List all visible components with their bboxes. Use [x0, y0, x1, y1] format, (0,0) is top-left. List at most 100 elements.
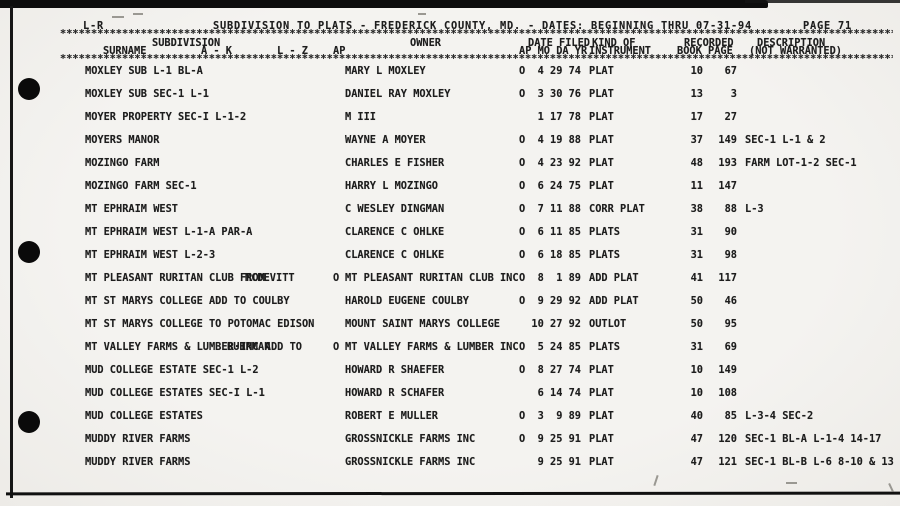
column-header-instrument: INSTRUMENT: [589, 45, 651, 57]
cell-date-filed: O 6 18 85: [519, 249, 581, 261]
cell-page: 98: [724, 249, 737, 261]
report-range-code: L-R: [83, 20, 104, 32]
cell-book: 10: [690, 65, 703, 77]
cell-date-filed: O 3 30 76: [519, 88, 581, 100]
cell-date-filed: 6 14 74: [519, 387, 581, 399]
cell-instrument: PLAT: [589, 134, 614, 146]
cell-book: 50: [690, 318, 703, 330]
cell-page: 117: [718, 272, 737, 284]
cell-page: 46: [724, 295, 737, 307]
cell-subdivision: MT PLEASANT RURITAN CLUB FROM: [85, 272, 265, 284]
scan-artifact: [112, 16, 124, 18]
cell-subdivision: MT VALLEY FARMS & LUMBER·INC ADD TO: [85, 341, 302, 353]
hole-punch: [18, 78, 40, 100]
column-header-owner: OWNER: [410, 37, 441, 49]
cell-instrument: OUTLOT: [589, 318, 627, 330]
cell-date-filed: O 6 11 85: [519, 226, 581, 238]
cell-date-filed: O 4 19 88: [519, 134, 581, 146]
cell-subdivision: MOZINGO FARM: [85, 157, 160, 169]
column-header-ap: AP: [333, 45, 346, 57]
cell-date-filed: 1 17 78: [519, 111, 581, 123]
table-row: MT EPHRAIM WEST L-2-3 CLARENCE C OHLKE O…: [0, 250, 900, 273]
cell-owner: HOWARD R SHAEFER: [345, 364, 445, 376]
cell-date-filed: O 8 27 74: [519, 364, 581, 376]
page-number-label: PAGE 71: [803, 20, 852, 32]
column-header-date-filed: DATE FILED: [528, 37, 590, 49]
cell-date-filed: O 4 23 92: [519, 157, 581, 169]
cell-subdivision: MT EPHRAIM WEST L-1-A PAR-A: [85, 226, 253, 238]
table-row: MOZINGO FARM CHARLES E FISHER O 4 23 92 …: [0, 158, 900, 181]
cell-book: 10: [690, 387, 703, 399]
cell-owner: GROSSNICKLE FARMS INC: [345, 433, 476, 445]
table-row: MT EPHRAIM WEST C WESLEY DINGMAN O 7 11 …: [0, 204, 900, 227]
cell-subdivision-continuation: MCDEVITT: [245, 272, 295, 284]
scan-top-bar: [0, 0, 768, 8]
cell-book: 50: [690, 295, 703, 307]
cell-instrument: PLATS: [589, 249, 620, 261]
cell-owner: DANIEL RAY MOXLEY: [345, 88, 451, 100]
cell-owner: CHARLES E FISHER: [345, 157, 445, 169]
cell-page: 108: [718, 387, 737, 399]
cell-subdivision: MT EPHRAIM WEST: [85, 203, 178, 215]
scan-artifact: [418, 13, 426, 15]
cell-subdivision: MOXLEY SUB L-1 BL-A: [85, 65, 203, 77]
table-row: MT ST MARYS COLLEGE ADD TO COULBY HAROLD…: [0, 296, 900, 319]
column-header-surname: SURNAME: [103, 45, 147, 57]
cell-date-filed: O 3 9 89: [519, 410, 581, 422]
cell-instrument: PLAT: [589, 180, 614, 192]
separator-line: ****************************************…: [60, 54, 893, 64]
cell-book: 41: [690, 272, 703, 284]
hole-punch: [18, 241, 40, 263]
cell-book: 47: [690, 456, 703, 468]
cell-subdivision: MUD COLLEGE ESTATES SEC-I L-1: [85, 387, 265, 399]
cell-owner: MT VALLEY FARMS & LUMBER INC: [345, 341, 519, 353]
cell-date-filed: 9 25 91: [519, 456, 581, 468]
cell-date-filed: O 6 24 75: [519, 180, 581, 192]
cell-subdivision-continuation: BUHRMAN: [227, 341, 271, 353]
cell-owner: ROBERT E MULLER: [345, 410, 438, 422]
cell-subdivision: MOYERS MANOR: [85, 134, 160, 146]
column-header-not-warranted: (NOT WARRANTED): [749, 45, 842, 57]
cell-owner: CLARENCE C OHLKE: [345, 226, 445, 238]
cell-book: 40: [690, 410, 703, 422]
cell-page: 149: [718, 364, 737, 376]
cell-date-filed: O 7 11 88: [519, 203, 581, 215]
cell-ap-flag: O: [333, 341, 340, 353]
cell-instrument: PLAT: [589, 433, 614, 445]
cell-page: 90: [724, 226, 737, 238]
cell-subdivision: MOXLEY SUB SEC-1 L-1: [85, 88, 209, 100]
cell-date-filed: O 4 29 74: [519, 65, 581, 77]
cell-description: L-3-4 SEC-2: [745, 410, 814, 422]
cell-book: 13: [690, 88, 703, 100]
cell-owner: M III: [345, 111, 376, 123]
cell-page: 27: [724, 111, 737, 123]
table-row: MT EPHRAIM WEST L-1-A PAR-A CLARENCE C O…: [0, 227, 900, 250]
cell-instrument: PLAT: [589, 364, 614, 376]
scan-bottom-line: [5, 491, 900, 496]
cell-owner: GROSSNICKLE FARMS INC: [345, 456, 476, 468]
hole-punch: [18, 411, 40, 433]
cell-description: SEC-1 L-1 & 2: [745, 134, 826, 146]
cell-book: 31: [690, 249, 703, 261]
cell-page: 95: [724, 318, 737, 330]
cell-book: 47: [690, 433, 703, 445]
cell-owner: C WESLEY DINGMAN: [345, 203, 445, 215]
cell-page: 147: [718, 180, 737, 192]
cell-instrument: PLAT: [589, 65, 614, 77]
cell-page: 149: [718, 134, 737, 146]
cell-book: 38: [690, 203, 703, 215]
scan-top-bar-thin: [745, 0, 900, 3]
table-row: MUD COLLEGE ESTATES SEC-I L-1 HOWARD R S…: [0, 388, 900, 411]
cell-description: L-3: [745, 203, 764, 215]
cell-description: SEC-1 BL-B L-6 8-10 & 13: [745, 456, 894, 468]
cell-date-filed: O 8 1 89: [519, 272, 581, 284]
table-row: MOYER PROPERTY SEC-I L-1-2 M III 1 17 78…: [0, 112, 900, 135]
cell-owner: MT PLEASANT RURITAN CLUB INC: [345, 272, 519, 284]
cell-book: 48: [690, 157, 703, 169]
table-row: MT ST MARYS COLLEGE TO POTOMAC EDISON MO…: [0, 319, 900, 342]
column-header-a-k: A - K: [201, 45, 232, 57]
cell-subdivision: MUDDY RIVER FARMS: [85, 456, 191, 468]
cell-instrument: PLATS: [589, 226, 620, 238]
separator-line: ****************************************…: [60, 29, 893, 39]
